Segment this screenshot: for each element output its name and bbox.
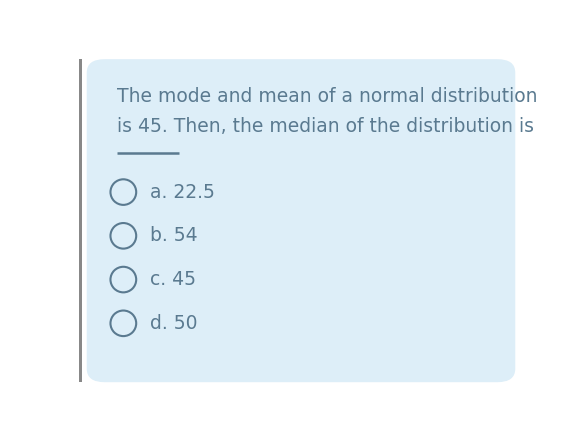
FancyBboxPatch shape — [87, 59, 516, 382]
Text: The mode and mean of a normal distribution: The mode and mean of a normal distributi… — [116, 87, 537, 106]
Bar — [79, 59, 82, 382]
Text: b. 54: b. 54 — [150, 226, 198, 245]
Text: a. 22.5: a. 22.5 — [150, 183, 215, 201]
Text: is 45. Then, the median of the distribution is: is 45. Then, the median of the distribut… — [116, 117, 533, 136]
Text: c. 45: c. 45 — [150, 270, 196, 289]
Text: d. 50: d. 50 — [150, 314, 198, 333]
